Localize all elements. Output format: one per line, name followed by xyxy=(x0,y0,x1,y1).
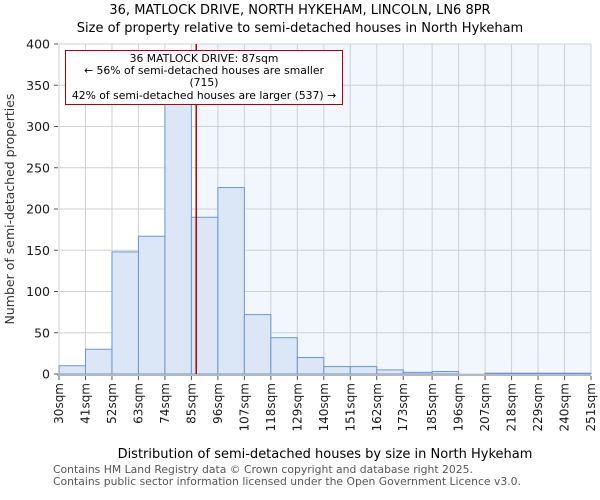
histogram-bar xyxy=(84,348,113,375)
y-axis-title: Number of semi-detached properties xyxy=(2,94,17,325)
y-tick-label: 250 xyxy=(26,160,50,175)
histogram-bar xyxy=(190,216,219,375)
x-tick-label: 185sqm xyxy=(425,383,439,431)
histogram-bar xyxy=(164,101,192,375)
histogram-bar xyxy=(537,372,566,375)
x-tick-label: 151sqm xyxy=(343,383,357,431)
histogram-bar xyxy=(484,372,513,375)
x-tick-label: 240sqm xyxy=(558,383,572,431)
footer-line-2: Contains public sector information licen… xyxy=(53,474,521,488)
page-subtitle: Size of property relative to semi-detach… xyxy=(76,21,524,36)
histogram-bar xyxy=(349,366,378,375)
y-tick-label: 200 xyxy=(26,202,50,217)
x-tick-label: 129sqm xyxy=(290,383,304,431)
y-tick-label: 50 xyxy=(34,325,50,340)
x-tick-label: 207sqm xyxy=(478,383,492,431)
histogram-bar xyxy=(137,235,166,375)
histogram-bar xyxy=(58,365,86,375)
x-tick-label: 63sqm xyxy=(131,383,145,424)
x-tick-label: 218sqm xyxy=(505,383,519,431)
attribution-footer: Contains HM Land Registry data © Crown c… xyxy=(53,464,521,487)
histogram-bar xyxy=(564,372,592,375)
histogram-bar xyxy=(402,371,433,375)
histogram-bar xyxy=(217,187,245,375)
property-annotation-box: 36 MATLOCK DRIVE: 87sqm ← 56% of semi-de… xyxy=(65,50,343,105)
histogram-bar xyxy=(296,357,325,375)
page-title: 36, MATLOCK DRIVE, NORTH HYKEHAM, LINCOL… xyxy=(109,3,491,18)
x-axis-title: Distribution of semi-detached houses by … xyxy=(117,447,533,462)
x-tick-label: 251sqm xyxy=(584,383,598,431)
x-tick-label: 85sqm xyxy=(184,383,198,424)
histogram-bar xyxy=(511,372,539,375)
histogram-bar xyxy=(376,369,404,375)
x-tick-label: 41sqm xyxy=(78,383,92,424)
annotation-smaller-stat: ← 56% of semi-detached houses are smalle… xyxy=(84,64,324,90)
x-tick-label: 140sqm xyxy=(317,383,331,431)
x-tick-label: 229sqm xyxy=(531,383,545,431)
x-tick-label: 107sqm xyxy=(237,383,251,431)
y-tick-label: 400 xyxy=(26,37,50,52)
annotation-larger-stat: 42% of semi-detached houses are larger (… xyxy=(71,88,337,102)
y-tick-label: 0 xyxy=(42,367,50,382)
histogram-bar xyxy=(270,337,298,375)
y-tick-label: 150 xyxy=(26,243,50,258)
histogram-bar xyxy=(111,251,139,375)
histogram-bar xyxy=(323,366,351,375)
x-tick-label: 118sqm xyxy=(264,383,278,431)
x-tick-label: 52sqm xyxy=(105,383,119,424)
x-tick-label: 162sqm xyxy=(370,383,384,431)
annotation-property-size: 36 MATLOCK DRIVE: 87sqm xyxy=(129,52,279,65)
y-tick-label: 300 xyxy=(26,119,50,134)
x-tick-label: 30sqm xyxy=(52,383,66,424)
footer-line-1: Contains HM Land Registry data © Crown c… xyxy=(53,463,473,476)
histogram-bar xyxy=(243,314,272,375)
y-tick-label: 350 xyxy=(26,78,50,93)
x-tick-label: 96sqm xyxy=(211,383,225,424)
x-tick-label: 74sqm xyxy=(158,383,172,424)
histogram-bar xyxy=(431,371,460,375)
y-tick-label: 100 xyxy=(26,284,50,299)
x-tick-label: 173sqm xyxy=(396,383,410,431)
histogram-chart: 0 50 100 150 200 250 300 350 400 30sqm 41sqm 52sqm 6… xyxy=(2,37,598,432)
x-tick-label: 196sqm xyxy=(452,383,466,431)
